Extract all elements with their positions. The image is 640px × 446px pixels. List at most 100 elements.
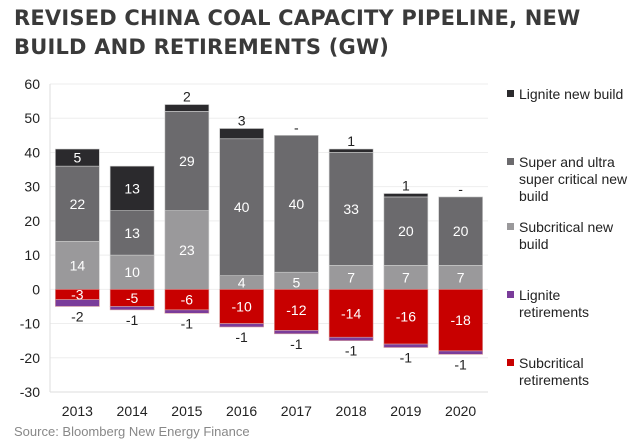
bar-segment [274, 289, 319, 331]
x-tick-label: 2014 [117, 403, 148, 419]
chart-title-line-2: BUILD AND RETIREMENTS (GW) [14, 35, 390, 59]
bar-segment [219, 138, 264, 276]
data-label: -1 [454, 356, 467, 372]
data-label: -18 [451, 312, 471, 328]
legend-item-lignite-new-build: Lignite new build [507, 86, 637, 120]
bar-segment [383, 196, 429, 266]
bar-segment [55, 299, 100, 307]
bar-segment [328, 152, 374, 266]
x-tick-label: 2016 [226, 403, 257, 419]
data-label: 7 [347, 269, 355, 285]
chart-title-line-1: REVISED CHINA COAL CAPACITY PIPELINE, NE… [14, 6, 581, 30]
data-label: -1 [400, 350, 413, 366]
data-label: 20 [453, 223, 469, 239]
legend-swatch-subcritical-retirements [507, 359, 514, 366]
legend-swatch-lignite-retirements [507, 291, 514, 298]
legend-swatch-lignite-new-build [507, 90, 514, 97]
data-label: -1 [126, 312, 139, 328]
data-label: -6 [181, 292, 194, 308]
data-label: 40 [289, 196, 305, 212]
data-label: - [458, 181, 463, 197]
data-label: 29 [179, 153, 195, 169]
bar-segment [109, 306, 155, 311]
legend-swatch-super-ultra-critical [507, 158, 514, 165]
bar-segment [438, 289, 483, 352]
bar-segment [109, 210, 155, 256]
data-label: 40 [234, 199, 250, 215]
legend-label: Super and ultra super critical new build [519, 154, 628, 204]
bar-segment [328, 148, 374, 153]
data-label: 5 [73, 150, 81, 166]
bar-segment [164, 210, 210, 290]
bar-segment [383, 193, 429, 198]
x-tick-label: 2017 [281, 403, 312, 419]
bar-segment [164, 309, 210, 314]
data-label: -1 [290, 336, 303, 352]
data-label: 4 [238, 274, 246, 290]
data-label: -1 [345, 343, 358, 359]
bar-segment [383, 289, 429, 345]
bar-segment [438, 350, 483, 355]
y-tick-label: -10 [20, 316, 40, 332]
y-tick-label: -20 [20, 350, 40, 366]
x-tick-label: 2015 [171, 403, 202, 419]
bar-segment [274, 135, 319, 273]
y-tick-label: 60 [24, 76, 40, 92]
legend-label: Lignite new build [519, 86, 624, 102]
data-label: -12 [286, 302, 306, 318]
data-label: 33 [343, 201, 359, 217]
legend-item-subcritical-retirements: Subcritical retirements [507, 355, 619, 389]
y-tick-label: 10 [24, 247, 40, 263]
bar-segment [383, 343, 429, 348]
legend-label: Lignite retirements [519, 287, 590, 320]
legend-label: Subcritical retirements [519, 355, 590, 388]
data-label: -16 [396, 309, 416, 325]
data-label: 1 [347, 133, 355, 149]
data-label: -1 [235, 329, 248, 345]
y-tick-label: 40 [24, 144, 40, 160]
source-note: Source: Bloomberg New Energy Finance [14, 424, 250, 439]
data-label: -1 [181, 315, 194, 331]
y-tick-label: 0 [32, 281, 40, 297]
bar-segment [274, 330, 319, 335]
data-label: 7 [402, 269, 410, 285]
data-label: 7 [457, 269, 465, 285]
chart-legend: Lignite new build Super and ultra super … [507, 86, 637, 389]
data-label: 3 [238, 112, 246, 128]
bar-segment [164, 104, 210, 112]
legend-swatch-subcritical-new-build [507, 223, 514, 230]
bar-segment [109, 165, 155, 211]
data-label: -14 [341, 305, 361, 321]
data-label: 22 [70, 196, 86, 212]
bar-segment [328, 289, 374, 338]
x-tick-label: 2020 [445, 403, 476, 419]
data-label: 13 [124, 180, 140, 196]
data-label: 20 [398, 223, 414, 239]
legend-label: Subcritical new build [519, 219, 614, 252]
y-tick-label: -30 [20, 384, 40, 400]
bar-segment [438, 196, 483, 266]
x-tick-label: 2013 [62, 403, 93, 419]
data-label: -10 [232, 298, 252, 314]
legend-item-super-ultra-critical: Super and ultra super critical new build [507, 154, 629, 205]
bar-segment [55, 148, 100, 167]
legend-item-subcritical-new-build: Subcritical new build [507, 219, 637, 253]
data-label: -5 [126, 290, 139, 306]
x-tick-label: 2019 [390, 403, 421, 419]
data-label: -3 [71, 286, 84, 302]
data-label: 13 [124, 225, 140, 241]
data-label: 5 [292, 274, 300, 290]
data-label: -2 [71, 308, 84, 324]
data-label: 1 [402, 178, 410, 194]
bar-segment [219, 128, 264, 140]
bar-segment [219, 323, 264, 328]
bar-segment [164, 111, 210, 211]
bar-segment [219, 289, 264, 324]
legend-item-lignite-retirements: Lignite retirements [507, 287, 619, 321]
y-tick-label: 50 [24, 110, 40, 126]
data-label: 10 [124, 264, 140, 280]
data-label: 23 [179, 242, 195, 258]
data-label: 2 [183, 89, 191, 105]
bar-segment [55, 165, 100, 242]
